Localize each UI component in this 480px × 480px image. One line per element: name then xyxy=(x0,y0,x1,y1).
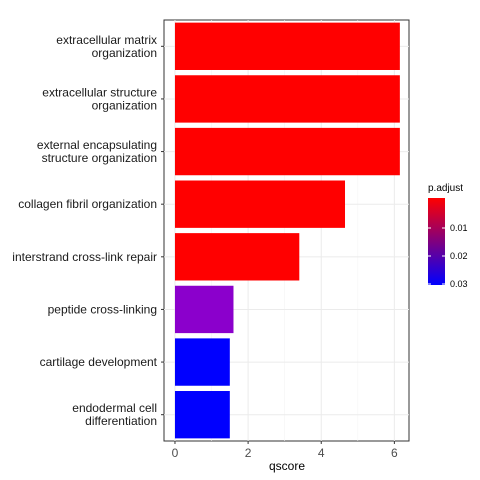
category-label: external encapsulating xyxy=(37,138,157,152)
legend: p.adjust 0.01 0.02 0.03 xyxy=(428,183,468,289)
bar xyxy=(174,338,230,386)
category-labels: extracellular matrixorganizationextracel… xyxy=(12,33,164,428)
x-tick-label: 6 xyxy=(391,446,398,460)
category-label: extracellular matrix xyxy=(56,33,157,47)
bar xyxy=(174,285,234,334)
category-label: endodermal cell xyxy=(72,401,157,415)
category-label: organization xyxy=(92,46,157,60)
bar xyxy=(174,127,400,176)
category-label: collagen fibril organization xyxy=(18,197,157,211)
category-label: interstrand cross-link repair xyxy=(12,250,157,264)
legend-tick-label: 0.01 xyxy=(450,223,468,233)
category-label: structure organization xyxy=(42,151,157,165)
x-axis: 0 2 4 6 xyxy=(172,441,398,460)
category-label: extracellular structure xyxy=(42,85,157,99)
legend-title: p.adjust xyxy=(428,183,463,194)
category-label: differentiation xyxy=(85,414,157,428)
bar xyxy=(174,180,346,228)
category-label: organization xyxy=(92,98,157,112)
x-axis-title: qscore xyxy=(269,459,305,473)
bars xyxy=(174,22,400,439)
category-label: cartilage development xyxy=(40,355,158,369)
legend-tick-label: 0.03 xyxy=(450,279,468,289)
bar xyxy=(174,233,300,281)
legend-colorbar xyxy=(428,198,445,285)
category-label: peptide cross-linking xyxy=(48,302,157,316)
bar xyxy=(174,75,400,123)
x-tick-label: 0 xyxy=(172,446,179,460)
x-tick-label: 2 xyxy=(245,446,252,460)
x-tick-label: 4 xyxy=(318,446,325,460)
legend-tick-label: 0.02 xyxy=(450,251,468,261)
legend-ticks: 0.01 0.02 0.03 xyxy=(428,223,468,289)
bar xyxy=(174,22,400,70)
bar xyxy=(174,391,230,439)
